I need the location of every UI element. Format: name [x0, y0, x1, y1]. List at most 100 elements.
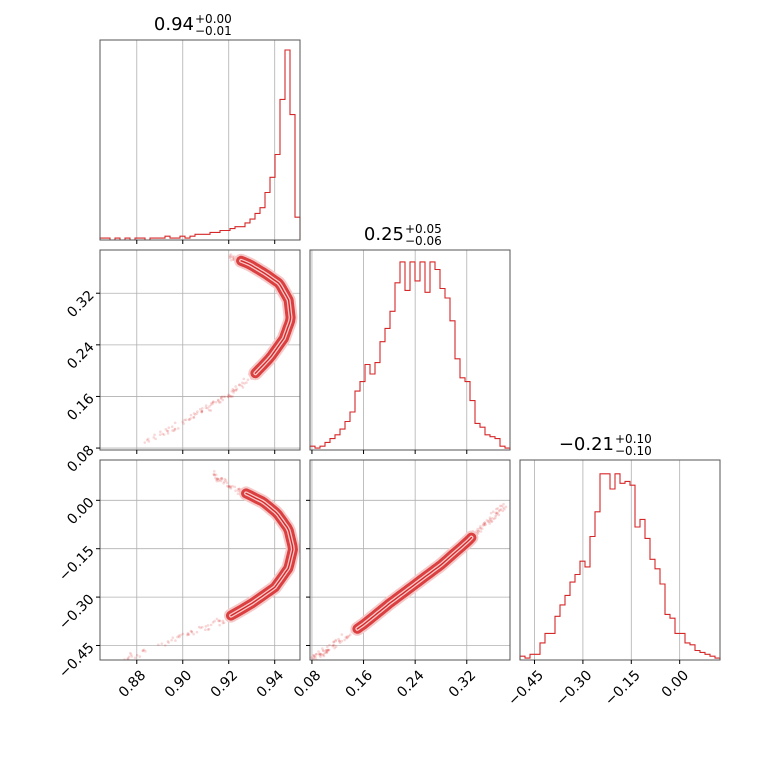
sample-point — [216, 398, 220, 402]
sample-point — [495, 507, 498, 511]
sample-point — [337, 637, 340, 641]
sample-point — [161, 432, 165, 436]
sample-point — [499, 508, 503, 511]
sample-point — [217, 619, 221, 622]
sample-point — [315, 653, 318, 656]
sample-point — [346, 636, 349, 639]
y-tick-label: 0.24 — [64, 339, 97, 372]
sample-point — [229, 253, 233, 256]
sample-point — [315, 652, 318, 656]
sample-point — [231, 395, 234, 398]
sample-point — [235, 387, 239, 391]
sample-point — [165, 429, 169, 433]
sample-point — [212, 473, 215, 476]
panel-1-0: 0.08 0.16 0.24 0.32 — [64, 249, 301, 476]
x-tick-label: −0.15 — [602, 667, 644, 709]
x-tick-label: 0.92 — [208, 667, 241, 700]
sample-point — [212, 470, 216, 473]
sample-point — [171, 636, 175, 639]
sample-point — [210, 401, 213, 405]
sample-point — [334, 639, 337, 643]
sample-point — [229, 255, 233, 259]
sample-point — [327, 648, 330, 652]
sample-point — [209, 409, 213, 412]
sample-point — [483, 523, 487, 527]
sample-point — [126, 657, 130, 660]
sample-point — [160, 642, 164, 645]
sample-point — [334, 645, 338, 649]
sample-point — [494, 516, 497, 520]
sample-point — [127, 655, 131, 659]
sample-point — [348, 633, 352, 637]
x-tick-label: 0.90 — [162, 667, 195, 700]
sample-point — [195, 630, 199, 634]
sample-point — [159, 430, 162, 433]
sample-point — [486, 520, 490, 523]
sample-point — [502, 502, 505, 506]
sample-point — [231, 387, 235, 391]
sample-point — [475, 529, 479, 533]
sample-point — [220, 477, 223, 480]
sample-point — [223, 480, 226, 484]
sample-point — [141, 649, 145, 653]
sample-point — [495, 513, 498, 516]
sample-point — [240, 384, 244, 388]
sample-point — [479, 524, 482, 528]
sample-point — [483, 521, 486, 524]
sample-point — [346, 635, 349, 638]
sample-point — [323, 651, 327, 654]
y-tick-label: −0.15 — [56, 543, 98, 585]
contour-outer — [236, 255, 296, 379]
sample-point — [186, 631, 190, 635]
sample-point — [243, 382, 246, 385]
sample-point — [500, 504, 504, 508]
sample-point — [496, 511, 499, 515]
panel-2-1: 0.08 0.16 0.24 0.32 — [291, 459, 511, 701]
sample-point — [223, 477, 227, 481]
sample-point — [189, 629, 193, 633]
sample-point — [231, 256, 235, 259]
sample-point — [214, 476, 217, 480]
sample-point — [214, 473, 218, 477]
sample-point — [483, 522, 487, 526]
sample-point — [322, 649, 325, 653]
joint-p1-vs-p0 — [143, 253, 298, 444]
sample-point — [133, 656, 137, 660]
sample-point — [324, 648, 328, 652]
panel-title-sup-1: +0.05 — [405, 222, 442, 236]
sample-point — [187, 633, 191, 636]
sample-point — [227, 393, 230, 397]
sample-point — [496, 507, 500, 510]
contour-inner — [240, 260, 292, 374]
histogram-1 — [309, 261, 511, 450]
sample-point — [228, 256, 232, 259]
sample-point — [234, 489, 237, 493]
sample-point — [190, 631, 194, 634]
sample-point — [482, 522, 485, 526]
sample-point — [200, 625, 204, 629]
sample-point — [326, 648, 329, 652]
sample-point — [130, 655, 134, 658]
sample-point — [166, 640, 170, 643]
sample-point — [222, 481, 225, 485]
sample-point — [186, 633, 190, 636]
panel-title-sup-0: +0.00 — [195, 12, 232, 26]
sample-point — [216, 477, 220, 481]
sample-point — [188, 418, 191, 421]
panel-0-0: 0.94 +0.00−0.01 — [99, 12, 301, 244]
sample-point — [318, 652, 322, 656]
sample-point — [198, 407, 202, 411]
sample-point — [480, 527, 484, 530]
sample-point — [215, 477, 219, 481]
sample-point — [192, 416, 195, 419]
sample-point — [215, 478, 218, 481]
sample-point — [343, 638, 346, 642]
panel-title-sub-1: −0.06 — [405, 234, 442, 248]
sample-point — [334, 638, 338, 642]
panel-frame — [99, 459, 301, 661]
sample-point — [222, 395, 225, 399]
joint-p2-vs-p1 — [310, 502, 508, 660]
sample-point — [228, 485, 231, 489]
sample-point — [167, 641, 170, 644]
